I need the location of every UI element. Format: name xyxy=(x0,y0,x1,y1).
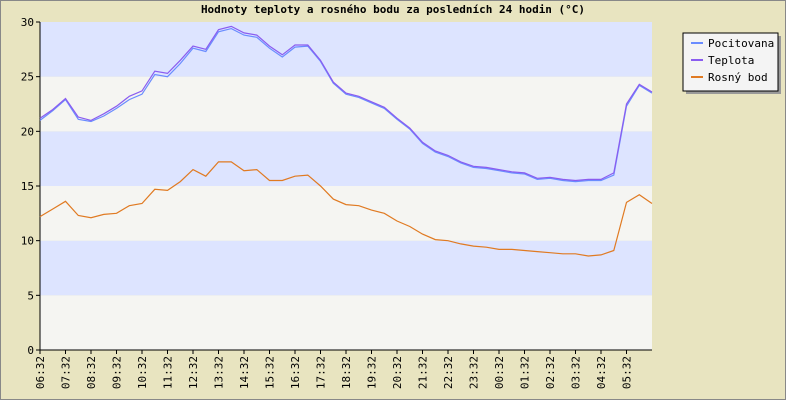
series-line xyxy=(39,27,653,183)
x-tick-label: 13:32 xyxy=(213,356,226,389)
x-tick-label: 10:32 xyxy=(136,356,149,389)
y-tick-label: 20 xyxy=(21,125,34,138)
x-tick-label: 04:32 xyxy=(595,356,608,389)
x-tick-label: 06:32 xyxy=(34,356,47,389)
grid-band xyxy=(40,22,652,77)
x-tick-label: 08:32 xyxy=(85,356,98,389)
plot-area: 0 5 10 15 20 25 30 06:32 07:32 08:32 09:32 10:32 11:… xyxy=(21,16,653,389)
series-line xyxy=(39,161,653,257)
x-tick-label: 01:32 xyxy=(519,356,532,389)
x-tick-label: 14:32 xyxy=(238,356,251,389)
x-tick-label: 07:32 xyxy=(60,356,73,389)
legend-label: Rosný bod xyxy=(708,71,768,84)
x-tick-label: 05:32 xyxy=(621,356,634,389)
legend-label: Pocitovana xyxy=(708,37,774,50)
x-tick-label: 21:32 xyxy=(417,356,430,389)
x-tick-label: 20:32 xyxy=(391,356,404,389)
grid-band xyxy=(40,76,652,132)
x-tick-label: 03:32 xyxy=(570,356,583,389)
legend-label: Teplota xyxy=(708,54,754,67)
x-tick-label: 17:32 xyxy=(315,356,328,389)
x-tick-label: 15:32 xyxy=(264,356,277,389)
x-tick-label: 19:32 xyxy=(366,356,379,389)
y-tick-label: 0 xyxy=(27,344,34,357)
legend: Pocitovana Teplota Rosný bod xyxy=(682,32,781,94)
x-tick-label: 18:32 xyxy=(340,356,353,389)
x-tick-label: 00:32 xyxy=(493,356,506,389)
x-tick-label: 23:32 xyxy=(468,356,481,389)
x-tick-label: 12:32 xyxy=(187,356,200,389)
x-tick-label: 02:32 xyxy=(544,356,557,389)
x-tick-label: 16:32 xyxy=(289,356,302,389)
y-tick-label: 5 xyxy=(27,289,34,302)
series-line xyxy=(39,25,653,182)
y-tick-label: 30 xyxy=(21,16,34,29)
y-tick-label: 25 xyxy=(21,71,34,84)
grid-band xyxy=(40,186,652,241)
grid-band xyxy=(40,240,652,296)
grid-band xyxy=(40,131,652,186)
x-tick-label: 22:32 xyxy=(442,356,455,389)
chart-title: Hodnoty teploty a rosného bodu za posled… xyxy=(201,3,585,16)
grid-band xyxy=(40,295,652,350)
y-tick-label: 15 xyxy=(21,180,34,193)
y-tick-label: 10 xyxy=(21,235,34,248)
x-tick-label: 09:32 xyxy=(111,356,124,389)
x-tick-label: 11:32 xyxy=(162,356,175,389)
